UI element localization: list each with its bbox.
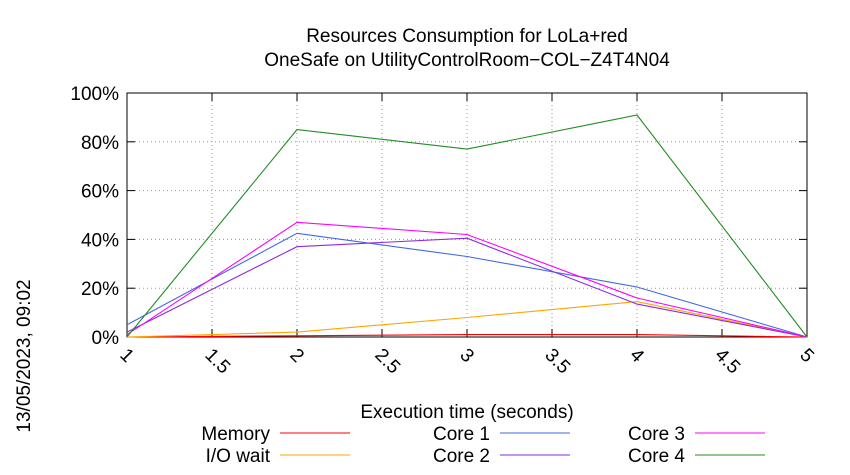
y-tick-label: 40% <box>81 230 119 251</box>
chart-title: Resources Consumption for LoLa+red <box>306 26 628 47</box>
x-tick-label: 3 <box>455 345 477 367</box>
x-tick-label: 4.5 <box>710 345 744 379</box>
x-tick-label: 1.5 <box>200 345 234 379</box>
y-tick-label: 0% <box>92 328 120 349</box>
x-axis-label: Execution time (seconds) <box>360 402 573 423</box>
x-tick-label: 2.5 <box>370 345 404 379</box>
series-line-core-4 <box>126 114 808 338</box>
y-tick-label: 100% <box>70 84 119 105</box>
legend-label-i-o-wait: I/O wait <box>206 446 271 467</box>
legend-label-core-1: Core 1 <box>433 424 490 445</box>
y-tick-label: 80% <box>81 133 119 154</box>
axis-ticks: 0%20%40%60%80%100%1 1.5 2 2.5 3 3.5 4 4.5 5 <box>70 84 817 378</box>
series-line-core-1 <box>126 232 808 338</box>
x-tick-label: 2 <box>285 345 307 367</box>
series-group <box>126 114 808 338</box>
x-tick-label: 5 <box>795 345 817 367</box>
y-tick-label: 60% <box>81 182 119 203</box>
y-tick-label: 20% <box>81 279 119 300</box>
series-line-core-3 <box>126 221 808 338</box>
chart-subtitle: OneSafe on UtilityControlRoom−COL−Z4T4N0… <box>264 50 670 71</box>
series-line-core-2 <box>126 237 808 338</box>
legend-label-core-2: Core 2 <box>433 446 490 467</box>
x-tick-label: 4 <box>625 345 648 368</box>
legend-label-core-4: Core 4 <box>628 446 685 467</box>
grid <box>127 93 807 337</box>
series-line-memory <box>126 334 808 338</box>
series-line-i-o-wait <box>126 301 808 338</box>
legend-label-core-3: Core 3 <box>628 424 685 445</box>
timestamp-label: 13/05/2023, 09:02 <box>14 279 35 432</box>
x-tick-label: 3.5 <box>540 345 574 379</box>
legend-label-memory: Memory <box>201 424 270 445</box>
